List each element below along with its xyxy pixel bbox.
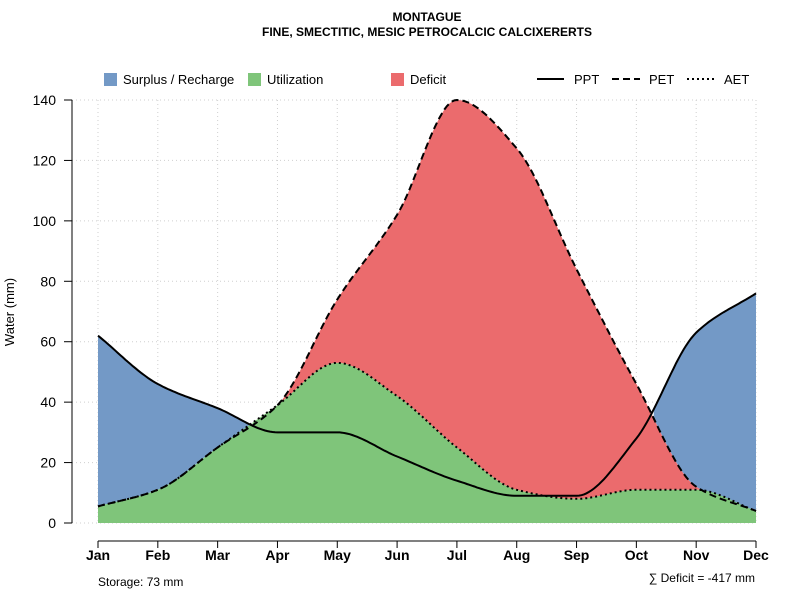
axes [64, 99, 757, 548]
y-tick-label: 60 [40, 334, 56, 350]
x-tick-label: Dec [743, 547, 769, 563]
legend-label-deficit: Deficit [410, 72, 447, 87]
legend-label-surplus: Surplus / Recharge [123, 72, 234, 87]
x-tick-label: Feb [145, 547, 170, 563]
storage-note: Storage: 73 mm [98, 575, 183, 589]
legend-label-pet: PET [649, 72, 674, 87]
y-tick-label: 0 [48, 515, 56, 531]
x-tick-label: Jan [86, 547, 110, 563]
x-tick-label: Aug [503, 547, 530, 563]
deficit-note: ∑ Deficit = -417 mm [649, 571, 755, 585]
series-line-pet [97, 98, 757, 512]
legend: Surplus / Recharge Utilization Deficit P… [104, 72, 749, 87]
legend-swatch-utilization [248, 73, 261, 86]
legend-label-utilization: Utilization [267, 72, 323, 87]
utilization-area [252, 362, 547, 496]
y-tick-label: 40 [40, 394, 56, 410]
y-tick-label: 140 [33, 92, 57, 108]
x-tick-label: Nov [683, 547, 710, 563]
legend-label-ppt: PPT [574, 72, 599, 87]
y-axis-label: Water (mm) [2, 278, 17, 346]
legend-swatch-deficit [391, 73, 404, 86]
x-tick-label: Oct [625, 547, 649, 563]
chart-subtitle: FINE, SMECTITIC, MESIC PETROCALCIC CALCI… [262, 25, 592, 39]
legend-swatch-surplus [104, 73, 117, 86]
y-tick-label: 80 [40, 273, 56, 289]
x-tick-label: Jun [385, 547, 410, 563]
x-tick-label: Sep [564, 547, 590, 563]
series-lines [97, 98, 757, 512]
chart-title: MONTAGUE [392, 10, 461, 24]
series-line-ppt [97, 292, 757, 497]
series-line-aet [97, 361, 757, 512]
tick-labels: 0 20 40 60 80 100 120 140 Jan Feb Mar Apr May Jun Jul A… [33, 92, 769, 563]
x-tick-label: May [324, 547, 351, 563]
x-tick-label: Jul [447, 547, 467, 563]
y-tick-label: 100 [33, 213, 57, 229]
surplus-area [653, 293, 756, 511]
legend-label-aet: AET [724, 72, 749, 87]
x-tick-label: Mar [205, 547, 230, 563]
surplus-area [98, 335, 253, 507]
x-tick-label: Apr [265, 547, 290, 563]
y-tick-label: 120 [33, 152, 57, 168]
y-tick-label: 20 [40, 455, 56, 471]
deficit-area [279, 100, 704, 499]
areas [98, 100, 756, 523]
